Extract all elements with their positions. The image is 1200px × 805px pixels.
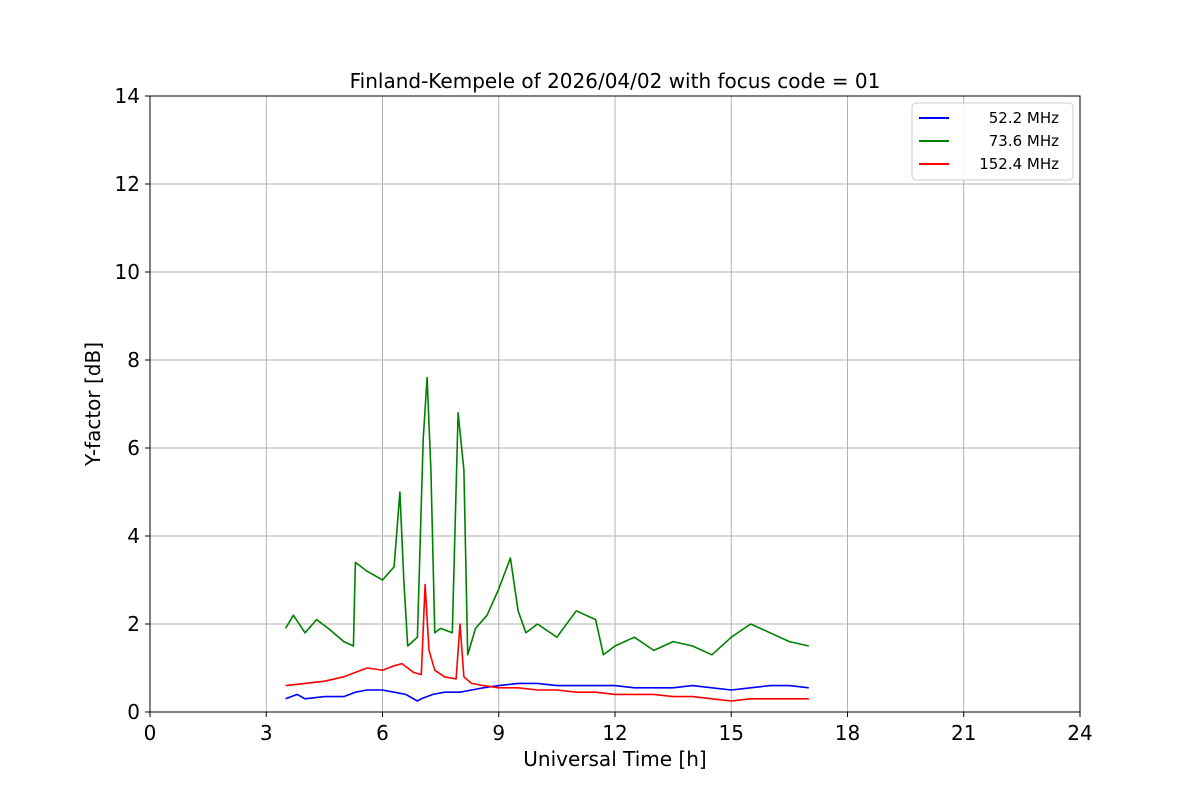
x-tick-label-1: 3: [260, 721, 273, 745]
series-line-1: [284, 376, 809, 656]
y-tick-label-4: 8: [127, 348, 140, 372]
y-tick-label-3: 6: [127, 436, 140, 460]
x-tick-label-0: 0: [144, 721, 157, 745]
x-tick-label-6: 18: [835, 721, 860, 745]
y-axis-label: Y-factor [dB]: [81, 342, 105, 467]
legend-label-2: 152.4 MHz: [979, 155, 1059, 173]
legend-label-0: 52.2 MHz: [989, 109, 1059, 127]
legend-label-1: 73.6 MHz: [989, 132, 1059, 150]
grid: [149, 95, 1081, 713]
y-tick-label-6: 12: [115, 172, 140, 196]
x-tick-label-8: 24: [1067, 721, 1092, 745]
y-tick-label-0: 0: [127, 700, 140, 724]
x-tick-label-4: 12: [602, 721, 627, 745]
series-layer: [284, 376, 809, 702]
x-tick-label-5: 15: [719, 721, 744, 745]
y-tick-label-5: 10: [115, 260, 140, 284]
y-tick-label-1: 2: [127, 612, 140, 636]
series-line-0: [285, 682, 809, 702]
series-line-2: [285, 583, 809, 702]
y-tick-label-7: 14: [115, 84, 140, 108]
x-tick-label-7: 21: [951, 721, 976, 745]
legend: 52.2 MHz 73.6 MHz 152.4 MHz: [911, 102, 1074, 181]
chart-title: Finland-Kempele of 2026/04/02 with focus…: [350, 69, 881, 93]
x-tick-label-2: 6: [376, 721, 389, 745]
x-tick-label-3: 9: [492, 721, 505, 745]
y-tick-label-2: 4: [127, 524, 140, 548]
x-axis-label: Universal Time [h]: [523, 747, 706, 771]
legend-box: [911, 102, 1074, 181]
